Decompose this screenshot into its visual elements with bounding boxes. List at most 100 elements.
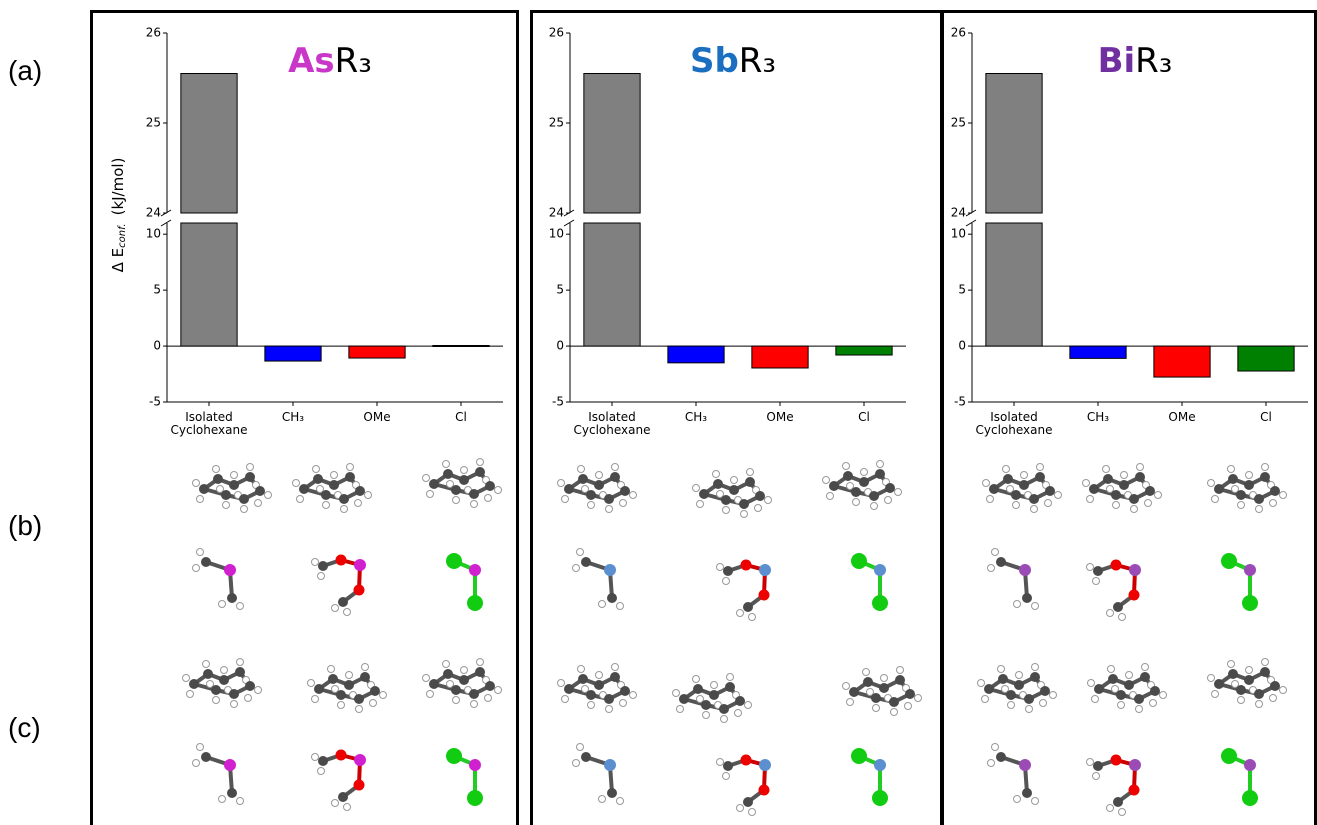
bar (181, 223, 237, 346)
y-label-subscript: conf. (117, 223, 128, 247)
bar (668, 346, 724, 363)
page: (a) (b) (c) (0, 0, 1317, 820)
molecule (1087, 755, 1142, 816)
bar (433, 346, 489, 347)
title-part: R₃ (739, 41, 776, 81)
break-mark (161, 220, 171, 226)
bar (986, 74, 1042, 214)
y-tick-label: 24 (951, 206, 966, 220)
y-tick-label: 10 (146, 227, 161, 241)
y-tick-label: 0 (556, 339, 564, 353)
break-mark (966, 220, 976, 226)
molecule (851, 553, 888, 611)
y-tick-label: 0 (958, 339, 966, 353)
title-part: R₃ (335, 41, 372, 81)
bar (752, 346, 808, 368)
y-tick-label: 5 (556, 283, 564, 297)
molecule (983, 464, 1062, 513)
x-tick-label: CH₃ (251, 411, 335, 424)
title-part: Sb (690, 41, 739, 81)
molecule (446, 553, 483, 611)
molecule (193, 549, 244, 610)
y-tick-label: 25 (146, 116, 161, 130)
molecule (1221, 553, 1258, 611)
molecule (312, 750, 367, 811)
y-tick-label: -5 (552, 395, 564, 409)
y-label-text: Δ E (109, 248, 127, 273)
bar (836, 346, 892, 355)
molecule (446, 748, 483, 806)
molecule (717, 755, 772, 816)
molecule (823, 461, 902, 510)
molecule (673, 674, 752, 723)
bar (584, 74, 640, 214)
molecule (1208, 464, 1287, 513)
title-part: R₃ (1135, 41, 1172, 81)
x-tick-label: Cl (822, 411, 906, 424)
molecule (1208, 659, 1287, 708)
molecule (1088, 664, 1167, 713)
y-label-units: (kJ/mol) (109, 158, 127, 216)
y-axis-label: Δ Econf. (kJ/mol) (109, 158, 129, 273)
x-tick-label: Isolated Cyclohexane (972, 411, 1056, 437)
break-mark (564, 220, 574, 226)
x-tick-label: OMe (335, 411, 419, 424)
y-tick-label: 5 (153, 283, 161, 297)
molecule (978, 664, 1057, 713)
y-tick-label: 10 (549, 227, 564, 241)
molecule (308, 664, 387, 713)
molecule (1087, 560, 1142, 621)
y-tick-label: 24 (146, 206, 161, 220)
molecule (1083, 464, 1162, 513)
molecule (423, 459, 502, 508)
x-tick-label: Cl (419, 411, 503, 424)
molecule (988, 744, 1039, 805)
y-tick-label: -5 (149, 395, 161, 409)
molecule (423, 659, 502, 708)
molecule (843, 667, 922, 716)
y-tick-label: 26 (146, 26, 161, 40)
y-tick-label: 24 (549, 206, 564, 220)
x-tick-label: Cl (1224, 411, 1308, 424)
chart-title: BiR₃ (1098, 41, 1173, 81)
molecule (573, 549, 624, 610)
bar (584, 223, 640, 346)
molecule (851, 748, 888, 806)
molecule (312, 555, 367, 616)
bar (181, 74, 237, 214)
bar (1070, 346, 1126, 358)
molecule (573, 744, 624, 805)
molecule (558, 664, 637, 713)
x-tick-label: Isolated Cyclohexane (167, 411, 251, 437)
y-tick-label: 0 (153, 339, 161, 353)
molecule (558, 464, 637, 513)
y-tick-label: 26 (549, 26, 564, 40)
molecule (717, 560, 772, 621)
molecule (193, 744, 244, 805)
y-tick-label: -5 (954, 395, 966, 409)
bar (986, 223, 1042, 346)
chart-title: SbR₃ (690, 41, 776, 81)
title-part: Bi (1098, 41, 1136, 81)
bar (1154, 346, 1210, 377)
y-tick-label: 5 (958, 283, 966, 297)
molecule (1221, 748, 1258, 806)
bar (1238, 346, 1294, 371)
y-tick-label: 10 (951, 227, 966, 241)
molecule (693, 469, 772, 518)
y-tick-label: 26 (951, 26, 966, 40)
bar (349, 346, 405, 358)
x-tick-label: OMe (1140, 411, 1224, 424)
x-tick-label: CH₃ (654, 411, 738, 424)
chart-title: AsR₃ (288, 41, 372, 81)
title-part: As (288, 41, 335, 81)
x-tick-label: CH₃ (1056, 411, 1140, 424)
y-tick-label: 25 (549, 116, 564, 130)
molecule (293, 464, 372, 513)
bar (265, 346, 321, 361)
molecule (183, 659, 262, 708)
molecule (193, 464, 272, 513)
x-tick-label: Isolated Cyclohexane (570, 411, 654, 437)
y-tick-label: 25 (951, 116, 966, 130)
x-tick-label: OMe (738, 411, 822, 424)
